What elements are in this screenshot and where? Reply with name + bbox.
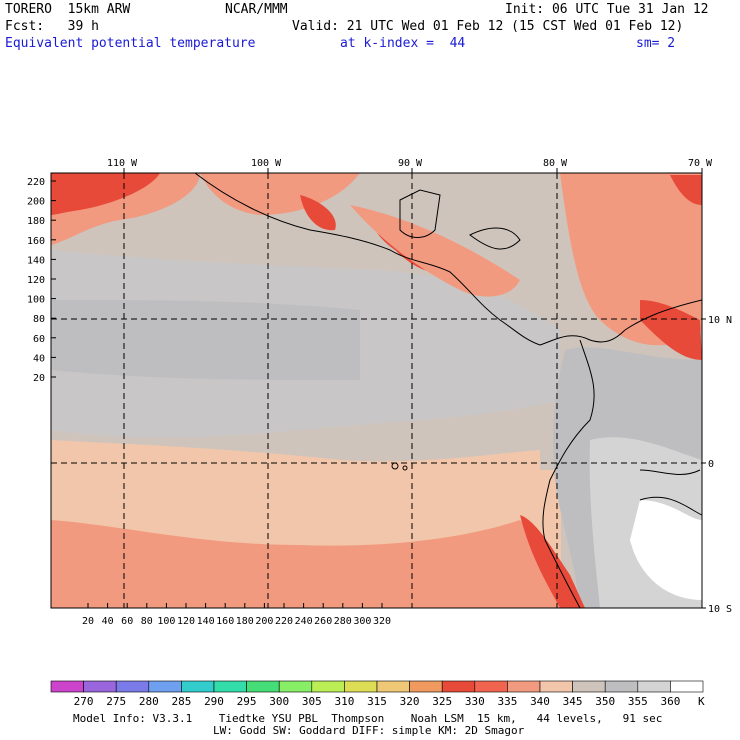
model-title: TORERO 15km ARW — [5, 2, 131, 17]
y-tick-label: 80 — [33, 314, 45, 325]
colorbar-label: 330 — [465, 695, 485, 708]
colorbar-label: 280 — [139, 695, 159, 708]
colorbar-label: 340 — [530, 695, 550, 708]
x-tick-label: 200 — [255, 616, 273, 627]
colorbar-label: 285 — [171, 695, 191, 708]
y-tick-label: 60 — [33, 334, 45, 345]
lat-label: 0 — [708, 459, 714, 470]
level-info: at k-index = 44 — [340, 36, 466, 51]
lon-label: 110 W — [107, 158, 138, 169]
y-tick-label: 220 — [27, 177, 45, 188]
lon-label: 80 W — [543, 158, 568, 169]
colorbar-label: 320 — [400, 695, 420, 708]
smoothing-info: sm= 2 — [636, 36, 676, 51]
colorbar-swatch — [507, 680, 541, 693]
colorbar-swatch — [539, 680, 573, 693]
colorbar-label: 345 — [563, 695, 583, 708]
theta-e-field — [51, 173, 702, 608]
valid-time: Valid: 21 UTC Wed 01 Feb 12 (15 CST Wed … — [292, 19, 684, 34]
x-tick-label: 280 — [334, 616, 352, 627]
colorbar-label: 275 — [106, 695, 126, 708]
colorbar-swatch — [278, 680, 313, 693]
x-tick-label: 60 — [121, 616, 133, 627]
colorbar-swatch — [148, 680, 182, 693]
map-frame — [50, 172, 703, 609]
colorbar-swatch — [637, 680, 671, 693]
colorbar-label: 315 — [367, 695, 387, 708]
colorbar-swatch — [409, 680, 443, 693]
lat-label: 10 S — [708, 604, 732, 615]
colorbar-swatch — [572, 680, 606, 693]
x-tick-label: 40 — [102, 616, 114, 627]
colorbar: 270 275 280 285 290 295 300 305 310 315 320 325 330 3… — [50, 680, 705, 708]
x-tick-label: 80 — [141, 616, 153, 627]
x-tick-label: 180 — [236, 616, 254, 627]
colorbar-swatch — [213, 680, 247, 693]
y-tick-label: 200 — [27, 197, 45, 208]
colorbar-swatch — [115, 680, 150, 693]
colorbar-label: 295 — [237, 695, 257, 708]
x-tick-label: 320 — [373, 616, 391, 627]
x-tick-label: 260 — [314, 616, 332, 627]
init-time: Init: 06 UTC Tue 31 Jan 12 — [505, 2, 709, 17]
colorbar-label: 350 — [595, 695, 615, 708]
colorbar-label: 300 — [269, 695, 289, 708]
colorbar-swatch — [181, 680, 215, 693]
lon-label: 70 W — [688, 158, 713, 169]
colorbar-label: 335 — [497, 695, 517, 708]
colorbar-swatch — [83, 680, 117, 693]
x-tick-label: 300 — [353, 616, 371, 627]
x-tick-label: 120 — [177, 616, 195, 627]
colorbar-label: 355 — [628, 695, 648, 708]
lon-label: 90 W — [398, 158, 423, 169]
x-tick-label: 220 — [275, 616, 293, 627]
x-tick-label: 20 — [82, 616, 94, 627]
colorbar-swatch — [344, 680, 378, 693]
organization: NCAR/MMM — [225, 2, 288, 17]
y-tick-label: 180 — [27, 216, 45, 227]
coastlines — [194, 173, 702, 608]
colorbar-swatch — [604, 680, 639, 693]
physics-info: LW: Godd SW: Goddard DIFF: simple KM: 2D… — [213, 724, 525, 737]
colorbar-swatch — [441, 680, 476, 693]
y-tick-label: 140 — [27, 255, 45, 266]
colorbar-swatch — [246, 680, 280, 693]
y-tick-label: 100 — [27, 295, 45, 306]
x-tick-label: 140 — [197, 616, 215, 627]
y-tick-label: 160 — [27, 236, 45, 247]
colorbar-label: 310 — [334, 695, 354, 708]
y-tick-label: 20 — [33, 373, 45, 384]
graticule — [51, 173, 702, 608]
colorbar-label: 360 — [660, 695, 680, 708]
colorbar-swatch — [50, 680, 84, 693]
colorbar-swatch — [311, 680, 345, 693]
forecast-hour: Fcst: 39 h — [5, 19, 99, 34]
colorbar-unit: K — [698, 695, 705, 708]
colorbar-swatch — [474, 680, 508, 693]
x-tick-label: 100 — [157, 616, 175, 627]
colorbar-label: 270 — [74, 695, 94, 708]
y-tick-label: 40 — [33, 353, 45, 364]
axis-ticks — [51, 168, 706, 609]
x-tick-label: 240 — [295, 616, 313, 627]
model-info: Model Info: V3.3.1 Tiedtke YSU PBL Thomp… — [73, 712, 663, 725]
colorbar-label: 305 — [302, 695, 322, 708]
y-tick-label: 120 — [27, 275, 45, 286]
colorbar-label: 290 — [204, 695, 224, 708]
lat-label: 10 N — [708, 315, 732, 326]
lon-label: 100 W — [251, 158, 282, 169]
colorbar-label: 325 — [432, 695, 452, 708]
colorbar-swatch — [376, 680, 410, 693]
x-tick-label: 160 — [216, 616, 234, 627]
colorbar-swatch — [670, 680, 704, 693]
field-name: Equivalent potential temperature — [5, 36, 256, 51]
